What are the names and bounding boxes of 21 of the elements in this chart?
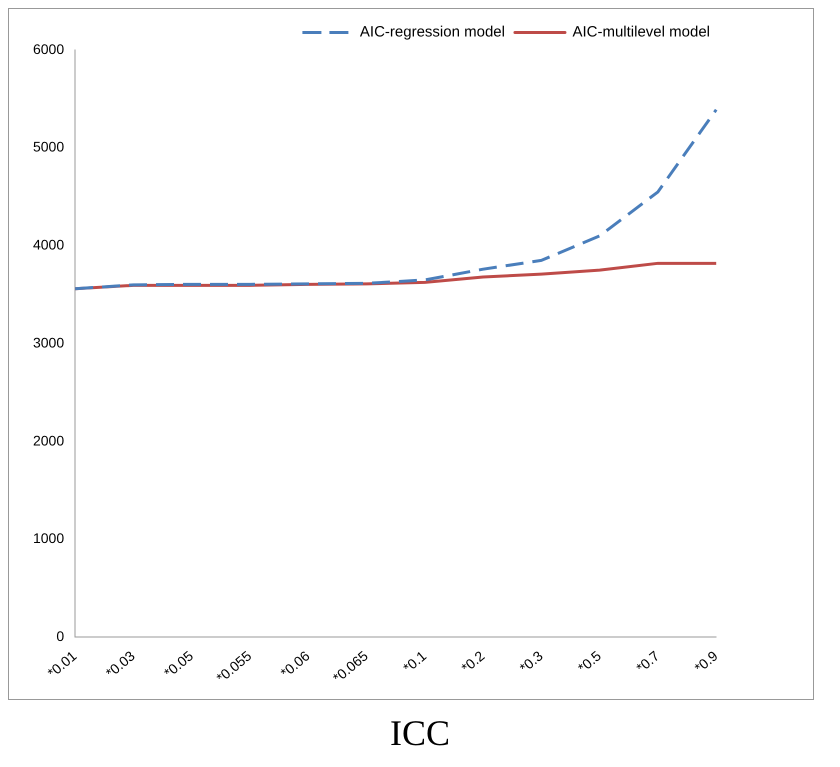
y-tick-label: 1000 [32, 530, 64, 546]
x-tick-label: *0.7 [632, 647, 662, 676]
legend-label: AIC-regression model [360, 24, 505, 41]
y-tick-label: 6000 [32, 40, 64, 57]
y-tick-label: 0 [56, 628, 64, 644]
x-tick-label: *0.05 [160, 647, 196, 681]
x-tick-label: *0.01 [44, 647, 80, 681]
x-axis-title: ICC [388, 712, 451, 754]
x-tick-label: *0.5 [574, 647, 604, 676]
x-tick-label: *0.06 [277, 647, 313, 681]
y-tick-label: 3000 [32, 334, 64, 350]
x-tick-label: *0.03 [102, 647, 138, 681]
y-tick-label: 2000 [32, 432, 64, 448]
line-series [74, 108, 718, 290]
y-tick-label: 4000 [32, 236, 64, 253]
y-tick-label: 5000 [32, 138, 64, 155]
x-tick-label: *0.2 [458, 647, 488, 676]
x-tick-label: *0.3 [516, 647, 546, 676]
legend-label: AIC-multilevel model [572, 24, 710, 41]
x-tick-label: *0.9 [691, 647, 721, 676]
x-tick-label: *0.1 [400, 647, 430, 676]
